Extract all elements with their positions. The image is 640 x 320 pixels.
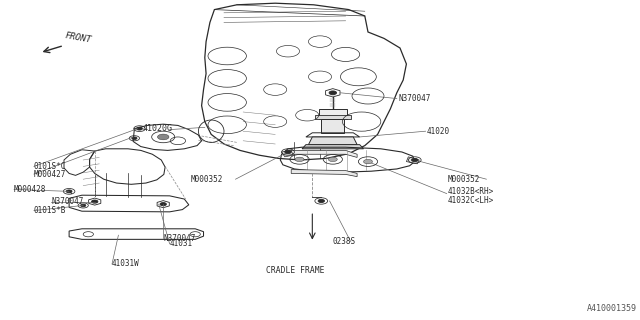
Text: 41020G: 41020G xyxy=(142,124,172,133)
Circle shape xyxy=(81,204,86,207)
Text: N370047: N370047 xyxy=(51,197,84,206)
Polygon shape xyxy=(406,157,419,164)
Text: 41032C<LH>: 41032C<LH> xyxy=(448,196,494,204)
Polygon shape xyxy=(302,145,364,149)
Text: M000428: M000428 xyxy=(14,185,47,194)
Text: N370047: N370047 xyxy=(398,94,431,103)
Circle shape xyxy=(92,200,98,203)
Text: 41031W: 41031W xyxy=(112,260,140,268)
Text: FRONT: FRONT xyxy=(64,31,92,44)
Polygon shape xyxy=(291,150,357,157)
Polygon shape xyxy=(308,137,357,145)
Polygon shape xyxy=(282,150,293,157)
Text: 0101S*B: 0101S*B xyxy=(34,206,67,215)
Circle shape xyxy=(328,157,337,162)
Text: M000427: M000427 xyxy=(34,170,67,179)
Circle shape xyxy=(160,203,166,206)
Text: A410001359: A410001359 xyxy=(587,304,637,313)
Polygon shape xyxy=(315,115,351,119)
Polygon shape xyxy=(291,170,357,177)
Circle shape xyxy=(67,190,72,193)
Text: M000352: M000352 xyxy=(191,175,223,184)
Polygon shape xyxy=(319,109,347,119)
Text: 41031: 41031 xyxy=(170,239,193,248)
Text: 0101S*C: 0101S*C xyxy=(34,162,67,171)
Polygon shape xyxy=(321,119,344,133)
Circle shape xyxy=(318,199,324,203)
Text: 41032B<RH>: 41032B<RH> xyxy=(448,188,494,196)
Circle shape xyxy=(285,150,291,154)
Circle shape xyxy=(412,158,418,162)
Text: CRADLE FRAME: CRADLE FRAME xyxy=(266,266,324,275)
Circle shape xyxy=(157,134,169,140)
Text: 41020: 41020 xyxy=(427,127,450,136)
Text: M000352: M000352 xyxy=(448,175,481,184)
Circle shape xyxy=(364,159,372,164)
Circle shape xyxy=(132,137,137,140)
Circle shape xyxy=(329,91,337,95)
Text: 0238S: 0238S xyxy=(333,237,356,246)
Text: N370047: N370047 xyxy=(163,234,196,243)
Circle shape xyxy=(295,157,304,162)
Circle shape xyxy=(137,127,143,130)
